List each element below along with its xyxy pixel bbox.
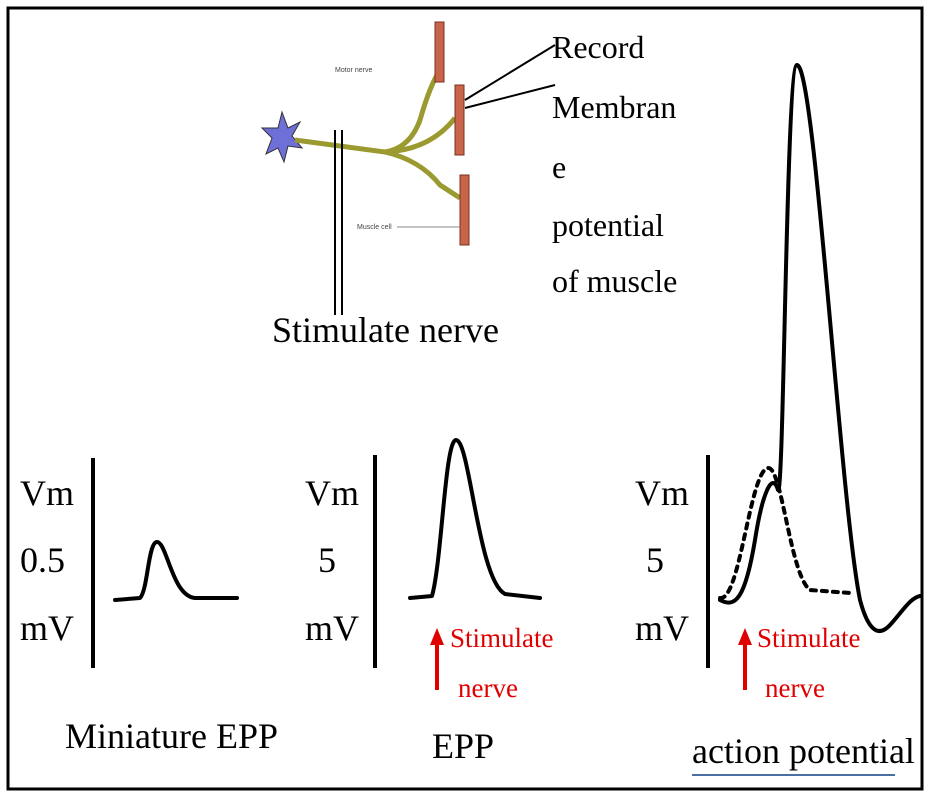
scale-label: Vm	[635, 473, 689, 513]
label: Membran	[552, 89, 676, 125]
label: Muscle cell	[357, 224, 392, 231]
axon	[294, 68, 462, 201]
label: Stimulate nerve	[272, 310, 499, 350]
label: Motor nerve	[335, 67, 372, 74]
trace	[408, 438, 542, 600]
trace-subthreshold	[718, 466, 852, 600]
electrode	[434, 21, 445, 83]
scale-label: mV	[635, 608, 689, 648]
scale-label: 5	[318, 540, 336, 580]
trace	[113, 540, 239, 602]
caption: EPP	[432, 726, 494, 766]
neuron-diagram: Motor nerve Muscle cell	[260, 21, 556, 315]
neuron-body	[260, 110, 304, 164]
stimulus-label: nerve	[765, 673, 825, 703]
scale-label: Vm	[305, 473, 359, 513]
caption: Miniature EPP	[65, 716, 278, 756]
arrow-head	[430, 628, 444, 645]
scale-label: mV	[305, 608, 359, 648]
label: Record	[552, 29, 644, 65]
label: potential	[552, 207, 664, 243]
scale-label: mV	[20, 608, 74, 648]
label: e	[552, 149, 566, 185]
record-wire	[464, 84, 556, 109]
arrow-head	[738, 628, 752, 645]
stimulus-label: Stimulate	[757, 623, 861, 653]
label: of muscle	[552, 263, 677, 299]
stimulus-label: Stimulate	[450, 623, 554, 653]
frame	[6, 6, 924, 791]
caption: action potential	[692, 731, 915, 771]
scale-label: Vm	[20, 473, 74, 513]
scale-label: 5	[646, 540, 664, 580]
electrode	[454, 84, 465, 156]
trace	[718, 63, 922, 633]
electrode	[459, 174, 470, 246]
scale-label: 0.5	[20, 540, 65, 580]
record-wire	[464, 44, 556, 101]
stimulus-label: nerve	[458, 673, 518, 703]
